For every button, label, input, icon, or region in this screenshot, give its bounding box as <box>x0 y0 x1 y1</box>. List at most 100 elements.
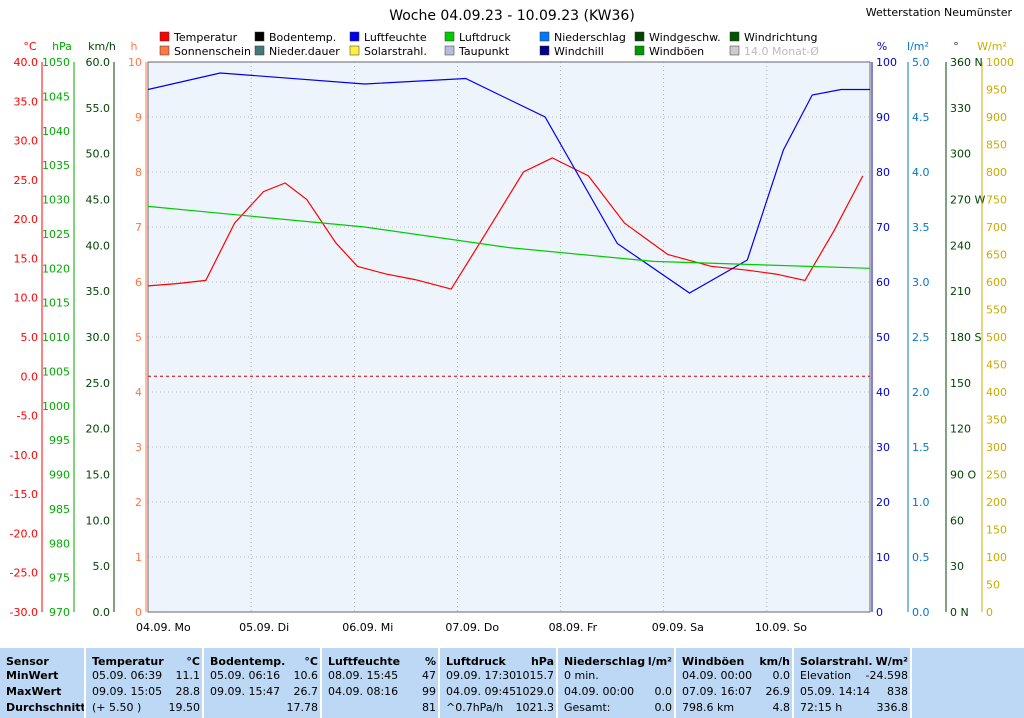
solar-tick-label: 150 <box>986 524 1007 537</box>
solar-tick-label: 0 <box>986 606 993 619</box>
druck-tick-label: 980 <box>49 537 70 550</box>
feuchte-tick-label: 60 <box>876 276 890 289</box>
druck-tick-label: 975 <box>49 572 70 585</box>
legend-label: Windböen <box>649 45 704 58</box>
feuchte-tick-label: 80 <box>876 166 890 179</box>
druck-tick-label: 1040 <box>42 125 70 138</box>
legend-swatch <box>254 45 265 56</box>
legend-swatch <box>159 45 170 56</box>
solar-tick-label: 350 <box>986 414 1007 427</box>
wind-tick-label: 30.0 <box>86 331 111 344</box>
windrichtung-tick-label: 300 <box>950 148 971 161</box>
table-separator <box>320 648 322 718</box>
table-cell-value: 0.0 <box>772 669 791 682</box>
legend-label: Taupunkt <box>458 45 510 58</box>
table-cell-value: 28.8 <box>175 685 201 698</box>
legend-label: Nieder.dauer <box>269 45 340 58</box>
solar-tick-label: 400 <box>986 386 1007 399</box>
legend-swatch <box>444 45 455 56</box>
table-header-unit: l/m² <box>647 655 672 668</box>
legend-swatch <box>729 45 740 56</box>
windrichtung-tick-label: 240 <box>950 239 971 252</box>
table-cell-when: 05.09. 14:14 <box>800 685 871 698</box>
temp-tick-label: -15.0 <box>10 488 38 501</box>
table-cell-value: 0.0 <box>654 685 673 698</box>
table-column: Temperatur °C 05.09. 06:39 11.1 09.09. 15:05… <box>92 648 200 718</box>
wind-tick-label: 5.0 <box>93 560 111 573</box>
niederschlag-tick-label: 4.5 <box>912 111 930 124</box>
legend-swatch <box>159 31 170 42</box>
solar-tick-label: 850 <box>986 139 1007 152</box>
sonne-axis-unit: h <box>131 40 138 53</box>
temp-tick-label: -5.0 <box>17 410 38 423</box>
windrichtung-tick-label: 30 <box>950 560 964 573</box>
legend-label: Windgeschw. <box>649 31 721 44</box>
druck-tick-label: 1010 <box>42 331 70 344</box>
temp-tick-label: 10.0 <box>14 292 39 305</box>
table-cell-value: 11.1 <box>175 669 201 682</box>
table-cell-value: 47 <box>422 669 436 682</box>
temp-tick-label: -25.0 <box>10 567 38 580</box>
windrichtung-tick-label: 90 O <box>950 469 976 482</box>
table-cell-value: 1015.7 <box>515 669 555 682</box>
table-cell-when: 04.09. 09:45 <box>446 685 517 698</box>
niederschlag-tick-label: 1.0 <box>912 496 930 509</box>
temp-tick-label: 40.0 <box>14 56 39 69</box>
table-separator <box>84 648 86 718</box>
druck-tick-label: 1005 <box>42 365 70 378</box>
table-header: Sensor <box>6 655 49 668</box>
table-cell-when: Gesamt: <box>564 701 611 714</box>
table-separator <box>674 648 676 718</box>
temp-tick-label: 25.0 <box>14 174 39 187</box>
table-cell-value: 26.7 <box>293 685 319 698</box>
table-column: Windböen km/h 04.09. 00:00 0.0 07.09. 16:07 2… <box>682 648 790 718</box>
station-name: Wetterstation Neumünster <box>866 6 1013 19</box>
druck-tick-label: 1030 <box>42 194 70 207</box>
table-cell-value: 99 <box>422 685 436 698</box>
solar-tick-label: 50 <box>986 579 1000 592</box>
table-separator <box>910 648 912 718</box>
druck-tick-label: 1000 <box>42 400 70 413</box>
chart-title: Woche 04.09.23 - 10.09.23 (KW36) <box>389 8 635 24</box>
solar-tick-label: 300 <box>986 441 1007 454</box>
solar-tick-label: 1000 <box>986 56 1014 69</box>
x-tick-label: 05.09. Di <box>239 621 289 634</box>
table-cell-value: 19.50 <box>168 701 201 714</box>
table-header: Niederschlag <box>564 655 646 668</box>
druck-tick-label: 1020 <box>42 262 70 275</box>
wind-tick-label: 25.0 <box>86 377 111 390</box>
table-cell-value: 26.9 <box>765 685 791 698</box>
druck-tick-label: 1045 <box>42 90 70 103</box>
legend-label: Solarstrahl. <box>364 45 427 58</box>
x-axis-labels: 04.09. Mo 05.09. Di 06.09. Mi 07.09. Do 08.0… <box>136 621 807 634</box>
table-cell-when: 04.09. 08:16 <box>328 685 399 698</box>
table-separator <box>438 648 440 718</box>
solar-tick-label: 650 <box>986 249 1007 262</box>
legend-label: Windrichtung <box>744 31 817 44</box>
table-cell-when: 09.09. 15:05 <box>92 685 163 698</box>
feuchte-tick-label: 30 <box>876 441 890 454</box>
solar-tick-label: 800 <box>986 166 1007 179</box>
solar-tick-label: 950 <box>986 84 1007 97</box>
niederschlag-tick-label: 1.5 <box>912 441 930 454</box>
table-column: Niederschlag l/m² 0 min. 04.09. 00:00 0.0 Ges… <box>564 648 672 718</box>
table-cell-when: 0 min. <box>564 669 599 682</box>
wind-tick-label: 50.0 <box>86 148 111 161</box>
solar-tick-label: 550 <box>986 304 1007 317</box>
windrichtung-tick-label: 210 <box>950 285 971 298</box>
legend-swatch <box>254 31 265 42</box>
wind-tick-label: 55.0 <box>86 102 111 115</box>
legend-label: Niederschlag <box>554 31 626 44</box>
weather-chart: Woche 04.09.23 - 10.09.23 (KW36) Wetters… <box>10 6 1014 634</box>
table-cell-value: 838 <box>887 685 908 698</box>
legend-swatch <box>539 45 550 56</box>
table-cell-when: ^0.7hPa/h <box>446 701 504 714</box>
table-cell-value: 1029.0 <box>515 685 555 698</box>
druck-tick-label: 995 <box>49 434 70 447</box>
feuchte-tick-label: 40 <box>876 386 890 399</box>
table-separator <box>792 648 794 718</box>
table-column: Bodentemp. °C 05.09. 06:16 10.6 09.09. 15:47… <box>210 648 318 718</box>
table-header-unit: % <box>424 655 436 668</box>
feuchte-tick-label: 0 <box>876 606 883 619</box>
